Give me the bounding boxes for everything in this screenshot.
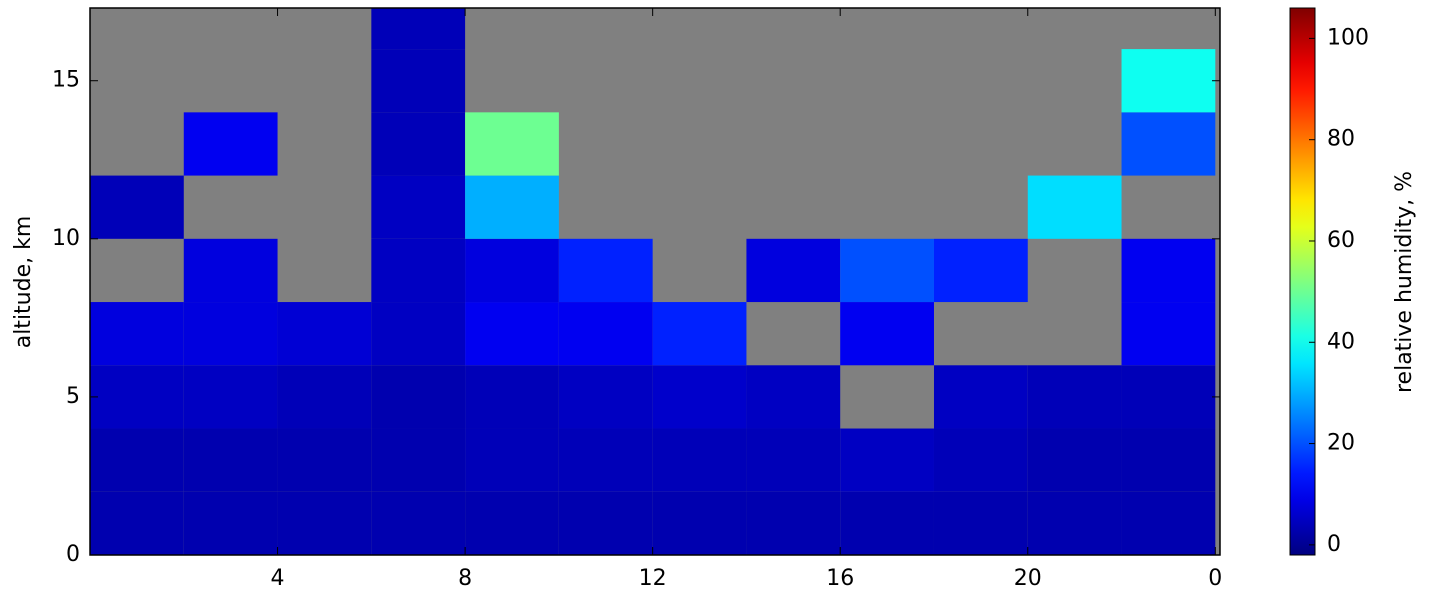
x-tick-label: 4: [271, 566, 285, 591]
heatmap-cell: [652, 428, 747, 492]
colorbar-label: relative humidity, %: [1392, 171, 1417, 393]
heatmap-cell: [371, 238, 466, 303]
heatmap-cell: [465, 302, 559, 366]
x-tick-label: 16: [826, 566, 854, 591]
x-tick-label: 0: [1208, 566, 1222, 591]
heatmap-cell: [558, 238, 653, 303]
heatmap-cell: [183, 428, 278, 492]
heatmap-cell: [652, 491, 747, 555]
heatmap-cell: [371, 112, 466, 176]
heatmap-cell: [746, 428, 841, 492]
heatmap-cell: [746, 365, 841, 429]
colorbar-tick-label: 80: [1327, 127, 1355, 152]
heatmap-cell: [183, 491, 278, 555]
heatmap-cell: [840, 491, 934, 555]
heatmap-cell: [1027, 428, 1122, 492]
heatmap-cell: [840, 302, 934, 366]
heatmap-cell: [558, 491, 653, 555]
heatmap-cell: [840, 238, 934, 303]
y-tick-label: 5: [66, 384, 80, 409]
heatmap-cell: [90, 491, 184, 555]
heatmap-cell: [933, 238, 1028, 303]
heatmap-cell: [933, 365, 1028, 429]
heatmap-cell: [277, 491, 372, 555]
heatmap-cell: [183, 238, 278, 303]
heatmap-cell: [1121, 428, 1216, 492]
colorbar-tick-label: 40: [1327, 329, 1355, 354]
heatmap-cell: [183, 112, 278, 176]
heatmap-cell: [371, 49, 466, 113]
heatmap-cell: [840, 428, 934, 492]
y-tick-label: 10: [52, 226, 80, 251]
heatmap-cell: [90, 302, 184, 366]
x-tick-label: 8: [458, 566, 472, 591]
y-tick-label: 0: [66, 542, 80, 567]
heatmap-cell: [558, 365, 653, 429]
heatmap-cell: [1121, 49, 1216, 113]
heatmap-cell: [746, 238, 841, 303]
heatmap-cell: [1121, 491, 1216, 555]
heatmap-cell: [1027, 175, 1122, 239]
colorbar-tick-label: 60: [1327, 228, 1355, 253]
heatmap-cell: [277, 428, 372, 492]
y-axis-label: altitude, km: [11, 216, 36, 349]
heatmap-cell: [652, 302, 747, 366]
heatmap-cell: [465, 112, 559, 176]
heatmap-cell: [465, 428, 559, 492]
heatmap-cell: [277, 302, 372, 366]
y-tick-label: 15: [52, 68, 80, 93]
heatmap-cell: [1121, 238, 1216, 303]
heatmap-cell: [371, 365, 466, 429]
heatmap-cell: [90, 175, 184, 239]
heatmap-cell: [1121, 302, 1216, 366]
heatmap-cell: [1027, 491, 1122, 555]
heatmap-cell: [558, 302, 653, 366]
heatmap-cell: [1121, 365, 1216, 429]
heatmap-cell: [465, 365, 559, 429]
heatmap-cell: [465, 238, 559, 303]
heatmap-cell: [465, 491, 559, 555]
heatmap-cell: [371, 302, 466, 366]
heatmap-cell: [465, 175, 559, 239]
heatmap-cell: [652, 365, 747, 429]
x-tick-label: 12: [639, 566, 667, 591]
heatmap-cell: [746, 491, 841, 555]
colorbar-tick-label: 0: [1327, 532, 1341, 557]
x-tick-label: 20: [1014, 566, 1042, 591]
colorbar: [1289, 7, 1316, 556]
heatmap-cell: [277, 365, 372, 429]
heatmap-cell: [183, 302, 278, 366]
heatmap-cell: [90, 428, 184, 492]
heatmap-cell: [933, 491, 1028, 555]
heatmap-cell: [933, 428, 1028, 492]
plot-frame: [89, 7, 1221, 556]
heatmap-cell: [1121, 112, 1216, 176]
heatmap-cell: [371, 491, 466, 555]
heatmap-cell: [90, 365, 184, 429]
colorbar-tick-label: 20: [1327, 431, 1355, 456]
colorbar-tick-label: 100: [1327, 25, 1369, 50]
heatmap-cell: [183, 365, 278, 429]
heatmap-cell: [371, 428, 466, 492]
heatmap-cell: [371, 175, 466, 239]
heatmap-cell: [1027, 365, 1122, 429]
heatmap-cell: [558, 428, 653, 492]
heatmap-cell: [371, 8, 466, 50]
